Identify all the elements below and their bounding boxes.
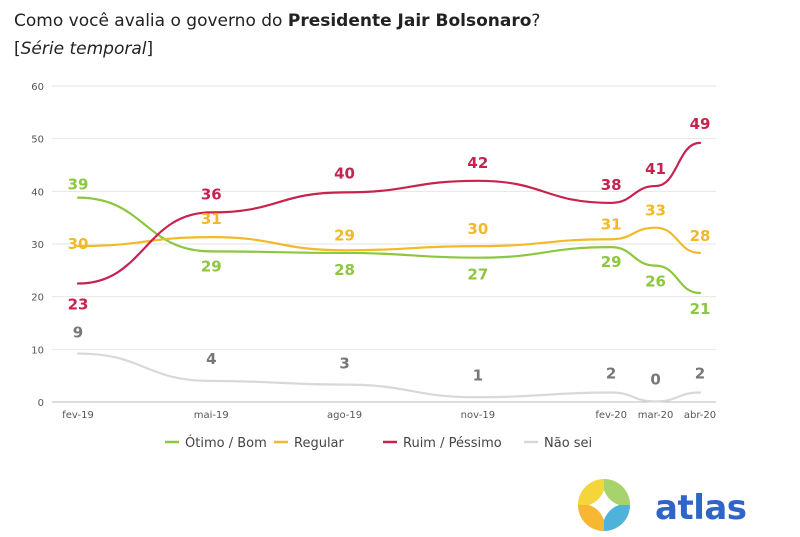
data-label: 27 xyxy=(467,266,488,284)
title-bold: Presidente Jair Bolsonaro xyxy=(287,11,532,31)
data-label: 28 xyxy=(690,227,711,245)
data-label: 29 xyxy=(334,226,355,244)
data-label: 0 xyxy=(650,370,660,388)
atlas-logo-icon xyxy=(578,479,630,531)
data-label: 3 xyxy=(339,355,349,373)
legend-label: Ótimo / Bom xyxy=(185,435,267,451)
series-line xyxy=(76,141,702,285)
x-axis: fev-19 mai-19 ago-19 nov-19 fev-20 mar-20 abr-… xyxy=(62,410,716,421)
legend-label: Não sei xyxy=(544,436,592,451)
data-label: 39 xyxy=(68,176,89,194)
y-tick-label: 40 xyxy=(31,187,44,198)
data-label: 31 xyxy=(601,215,622,233)
subtitle-close: ] xyxy=(146,39,154,59)
x-tick-label: mar-20 xyxy=(638,410,674,421)
x-tick-label: abr-20 xyxy=(684,410,716,421)
data-label: 21 xyxy=(690,300,711,318)
title-suffix: ? xyxy=(531,11,541,31)
y-tick-label: 50 xyxy=(31,135,44,146)
data-label: 42 xyxy=(467,154,488,172)
y-tick-label: 10 xyxy=(31,345,44,356)
data-label: 49 xyxy=(690,115,711,133)
legend-label: Ruim / Péssimo xyxy=(403,436,502,451)
data-label: 31 xyxy=(201,210,222,228)
x-tick-label: fev-19 xyxy=(62,410,94,421)
data-label: 33 xyxy=(645,202,666,220)
subtitle-text: Série temporal xyxy=(20,39,147,59)
data-label: 29 xyxy=(201,257,222,275)
data-label: 23 xyxy=(68,296,89,314)
data-label: 2 xyxy=(606,365,616,383)
legend: Ótimo / Bom Regular Ruim / Péssimo Não sei xyxy=(165,435,592,451)
data-label: 41 xyxy=(645,160,666,178)
x-tick-label: fev-20 xyxy=(595,410,627,421)
data-label: 9 xyxy=(73,324,83,342)
data-label: 30 xyxy=(68,235,89,253)
legend-label: Regular xyxy=(294,436,345,451)
y-tick-label: 0 xyxy=(38,398,44,409)
data-label: 36 xyxy=(201,185,222,203)
x-tick-label: ago-19 xyxy=(327,410,362,421)
grid xyxy=(52,85,716,403)
chart-title: Como você avalia o governo do Presidente… xyxy=(14,10,540,32)
y-tick-label: 20 xyxy=(31,293,44,304)
x-tick-label: mai-19 xyxy=(194,410,229,421)
subtitle-open: [ xyxy=(14,39,21,59)
data-label: 29 xyxy=(601,253,622,271)
y-tick-label: 60 xyxy=(31,82,44,93)
data-label: 2 xyxy=(695,365,705,383)
y-tick-label: 30 xyxy=(31,240,44,251)
data-label: 40 xyxy=(334,164,355,182)
data-label: 30 xyxy=(467,220,488,238)
series-line xyxy=(76,226,702,255)
data-label: 26 xyxy=(645,273,666,291)
chart-subtitle: [Série temporal] xyxy=(14,38,153,60)
x-tick-label: nov-19 xyxy=(461,410,495,421)
brand-name: atlas xyxy=(655,488,747,528)
data-label: 1 xyxy=(473,366,483,384)
data-label: 4 xyxy=(206,350,216,368)
series-line xyxy=(76,352,702,403)
series-lines xyxy=(76,141,702,403)
series-line xyxy=(76,196,702,295)
y-axis: 0 10 20 30 40 50 60 xyxy=(31,82,44,409)
data-label: 28 xyxy=(334,261,355,279)
title-prefix: Como você avalia o governo do xyxy=(14,11,288,31)
data-label: 38 xyxy=(601,176,622,194)
